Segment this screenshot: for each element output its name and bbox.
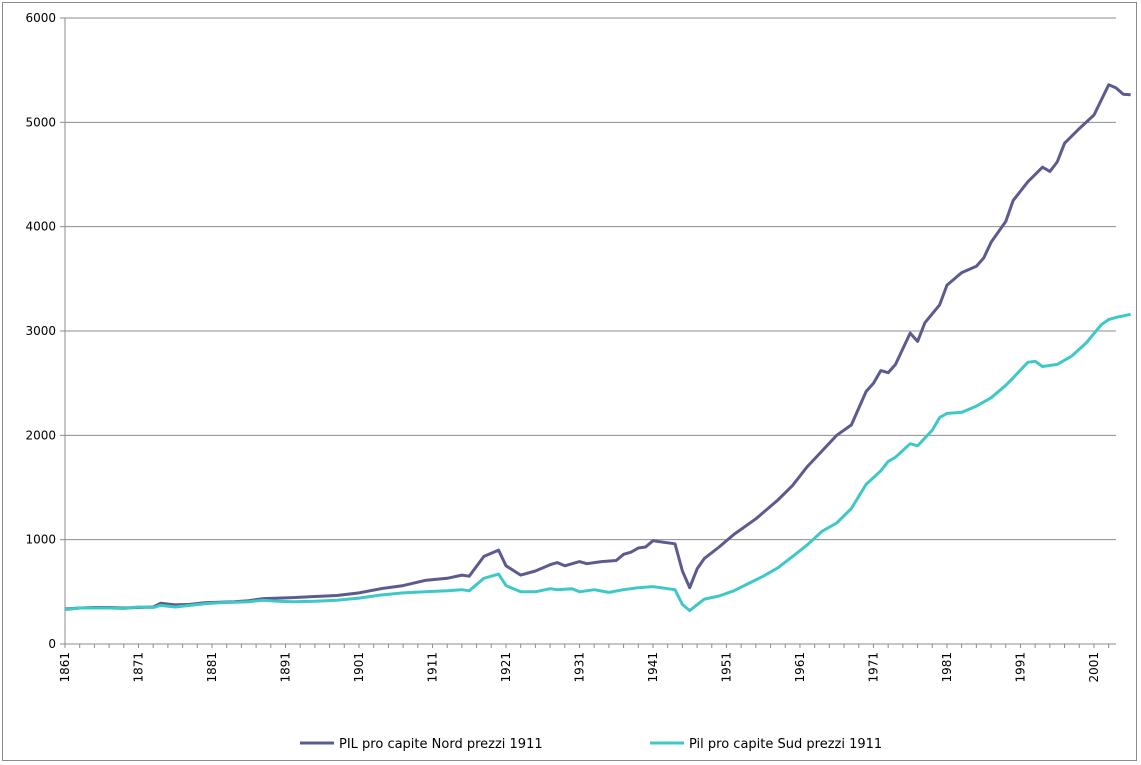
x-tick-label: 1961 <box>793 652 807 683</box>
x-tick-label: 1931 <box>572 652 586 683</box>
x-axis-ticks: 1861 1871 1881 1891 1901 1911 1921 1931 1941 1951… <box>58 644 1110 683</box>
x-tick-label: 1901 <box>352 652 366 683</box>
series-lines <box>64 83 1132 613</box>
x-tick-label: 1971 <box>866 652 880 683</box>
y-tick-label: 4000 <box>25 220 56 234</box>
series-line-sud <box>64 312 1132 613</box>
y-axis-ticks: 0 1000 2000 3000 4000 5000 6000 <box>25 11 65 651</box>
y-tick-label: 1000 <box>25 533 56 547</box>
x-tick-label: 1911 <box>425 652 439 683</box>
x-tick-label: 1861 <box>58 652 72 683</box>
x-tick-label: 1941 <box>646 652 660 683</box>
legend-label-nord: PIL pro capite Nord prezzi 1911 <box>339 737 543 752</box>
y-tick-label: 2000 <box>25 428 56 442</box>
y-tick-label: 6000 <box>25 11 56 25</box>
series-line-nord <box>64 83 1131 611</box>
y-tick-label: 5000 <box>25 115 56 129</box>
legend: PIL pro capite Nord prezzi 1911 Pil pro … <box>300 737 882 752</box>
y-tick-label: 0 <box>48 637 56 651</box>
x-tick-label: 1981 <box>940 652 954 683</box>
x-tick-label: 1991 <box>1013 652 1027 683</box>
x-tick-label: 1891 <box>278 652 292 683</box>
x-tick-label: 1871 <box>131 652 145 683</box>
x-tick-label: 2001 <box>1087 652 1101 683</box>
x-tick-label: 1881 <box>205 652 219 683</box>
x-tick-label: 1951 <box>719 652 733 683</box>
grid-lines <box>65 17 1116 541</box>
legend-label-sud: Pil pro capite Sud prezzi 1911 <box>689 737 882 752</box>
x-tick-label: 1921 <box>499 652 513 683</box>
y-tick-label: 3000 <box>25 324 56 338</box>
